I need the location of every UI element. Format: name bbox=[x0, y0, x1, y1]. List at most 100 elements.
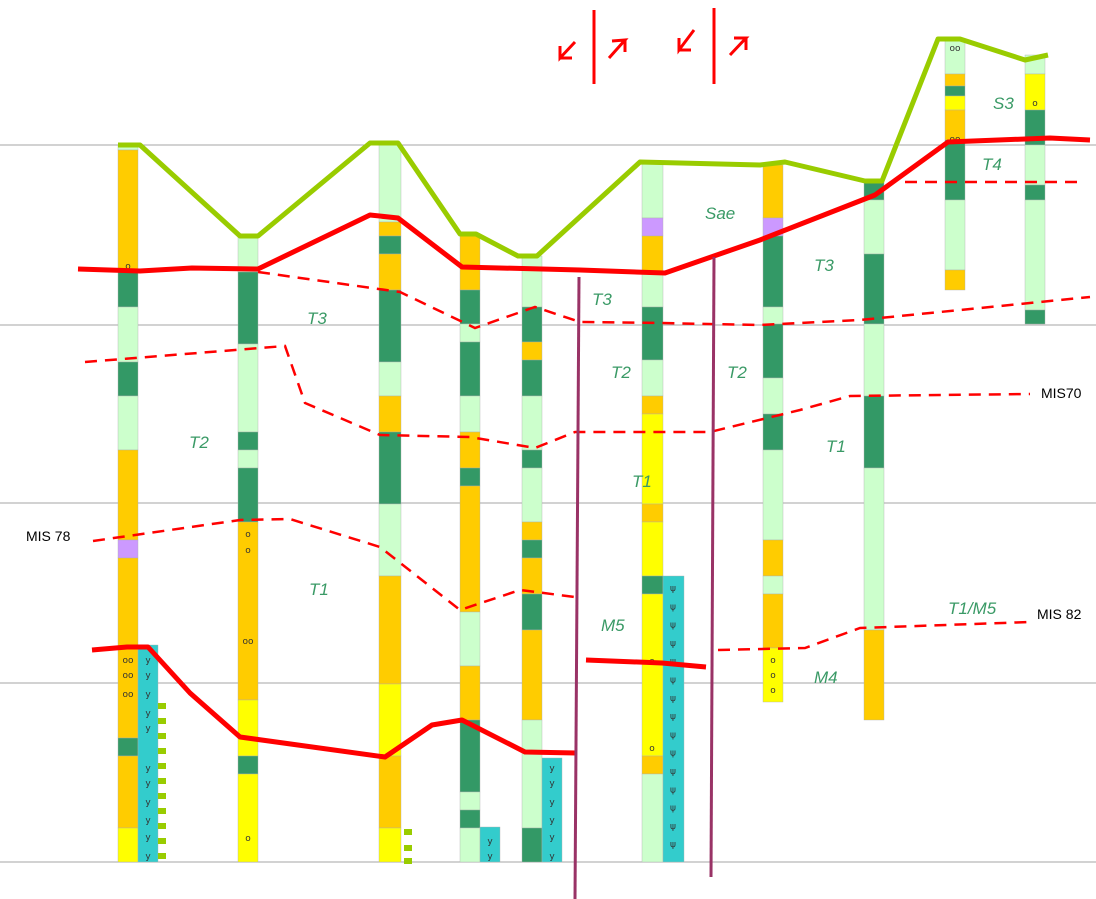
mis-label-bg bbox=[1038, 384, 1096, 402]
log-layer bbox=[521, 449, 543, 469]
unit-label-sae: Sae bbox=[705, 204, 735, 223]
log-layer bbox=[1024, 184, 1046, 201]
log-layer bbox=[237, 449, 259, 469]
t2-t3-boundary-west bbox=[84, 344, 1031, 450]
log-layer bbox=[459, 791, 481, 811]
gravel-icon: o bbox=[245, 530, 251, 540]
log-layer bbox=[521, 341, 543, 361]
root-tick-icon bbox=[158, 748, 166, 754]
borehole-logs bbox=[117, 38, 1046, 864]
log-layer bbox=[378, 142, 402, 223]
log-layer bbox=[541, 757, 563, 863]
root-tick-icon bbox=[404, 858, 412, 864]
log-layer bbox=[378, 683, 402, 757]
t1-t2-boundary bbox=[92, 517, 576, 612]
gravel-icon: oo bbox=[242, 637, 254, 647]
log-layer bbox=[117, 737, 139, 757]
root-tick-icon bbox=[158, 763, 166, 769]
gypsum-icon: y bbox=[145, 852, 151, 862]
log-layer bbox=[944, 73, 966, 87]
log-layer bbox=[662, 575, 685, 863]
log-layer bbox=[641, 593, 664, 757]
root-tick-icon bbox=[158, 823, 166, 829]
plant-icon: ψ bbox=[670, 621, 676, 631]
unit-label-t1-m5: T1/M5 bbox=[948, 599, 997, 618]
log-layer bbox=[237, 431, 259, 451]
log-layer bbox=[762, 306, 784, 325]
log-layer bbox=[521, 557, 543, 595]
log-layer bbox=[762, 575, 784, 595]
log-layer bbox=[459, 665, 481, 721]
gypsum-icon: y bbox=[145, 779, 151, 789]
mis82-label: MIS 82 bbox=[1037, 606, 1082, 622]
log-layer bbox=[641, 235, 664, 273]
log-layer bbox=[378, 395, 402, 433]
solid-boundaries bbox=[77, 135, 1091, 760]
log-layer bbox=[762, 647, 784, 703]
gypsum-icon: y bbox=[487, 837, 493, 847]
log-layer bbox=[117, 361, 139, 397]
log-layer bbox=[944, 269, 966, 291]
log-layer bbox=[944, 85, 966, 97]
log-layer bbox=[521, 467, 543, 523]
gypsum-icon: y bbox=[145, 798, 151, 808]
unit-label-m5: M5 bbox=[601, 616, 625, 635]
log-layer bbox=[762, 377, 784, 415]
mis70-label: MIS70 bbox=[1041, 385, 1082, 401]
unit-label-t1: T1 bbox=[632, 472, 652, 491]
log-symbols: ooooooooooooooooooooooyyyyyyyyyyyyyyyyyy… bbox=[122, 44, 1038, 862]
gravel-icon: o bbox=[1032, 99, 1038, 109]
log-layer bbox=[117, 269, 139, 308]
plant-icon: ψ bbox=[670, 749, 676, 759]
root-tick-icon bbox=[158, 793, 166, 799]
gravel-icon: o bbox=[245, 546, 251, 556]
arrow-up-right-icon bbox=[728, 36, 750, 57]
plant-icon: ψ bbox=[670, 639, 676, 649]
log-layer bbox=[378, 235, 402, 255]
log-layer bbox=[117, 449, 139, 541]
log-layer bbox=[641, 306, 664, 361]
log-layer bbox=[117, 306, 139, 363]
log-layer bbox=[521, 521, 543, 541]
log-layer bbox=[378, 253, 402, 291]
arrow-up-right-icon bbox=[607, 38, 629, 59]
dashed-boundaries bbox=[84, 180, 1091, 652]
log-layer bbox=[378, 575, 402, 685]
plant-icon: ψ bbox=[670, 602, 676, 612]
log-layer bbox=[1024, 309, 1046, 325]
log-layer bbox=[378, 221, 402, 237]
unit-label-t3: T3 bbox=[592, 290, 612, 309]
log-layer bbox=[378, 431, 402, 505]
root-tick-icon bbox=[404, 845, 412, 851]
lower-boundary-left bbox=[91, 644, 577, 760]
plant-icon: ψ bbox=[670, 676, 676, 686]
log-layer bbox=[117, 827, 139, 863]
plant-icon: ψ bbox=[670, 712, 676, 722]
log-layer bbox=[378, 827, 402, 863]
top-surface-line bbox=[118, 36, 1049, 259]
log-layer bbox=[521, 629, 543, 721]
log-layer bbox=[378, 289, 402, 363]
root-tick-icon bbox=[158, 808, 166, 814]
log-layer bbox=[459, 289, 481, 325]
gravel-icon: o bbox=[770, 671, 776, 681]
unit-label-t1: T1 bbox=[826, 437, 846, 456]
log-layer bbox=[762, 539, 784, 577]
root-tick-icon bbox=[404, 829, 412, 835]
sae-base-line bbox=[77, 135, 1091, 276]
log-layer bbox=[117, 539, 139, 559]
gravel-icon: o bbox=[245, 834, 251, 844]
log-layer bbox=[378, 755, 402, 829]
plant-icon: ψ bbox=[670, 785, 676, 795]
log-layer bbox=[641, 503, 664, 523]
gypsum-icon: y bbox=[487, 852, 493, 862]
log-layer bbox=[237, 755, 259, 775]
log-layer bbox=[237, 773, 259, 863]
gypsum-icon: y bbox=[549, 779, 555, 789]
log-layer bbox=[459, 827, 481, 863]
log-layer bbox=[944, 95, 966, 111]
log-layer bbox=[117, 755, 139, 829]
fault-arrows bbox=[558, 8, 750, 84]
t1m5-boundary bbox=[717, 620, 1031, 652]
log-layer bbox=[863, 629, 885, 721]
